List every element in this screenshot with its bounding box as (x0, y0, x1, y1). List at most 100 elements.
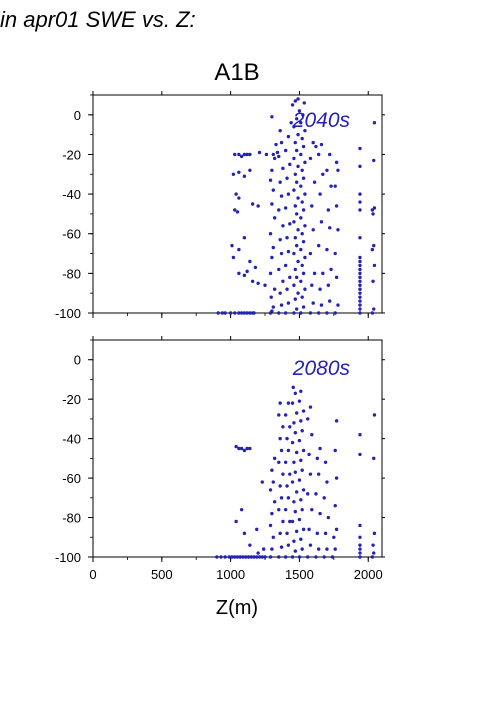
scenario-title: A1B (214, 59, 259, 86)
data-point (293, 172, 297, 176)
data-point (292, 539, 296, 543)
data-point (237, 196, 241, 200)
data-point (358, 547, 362, 551)
data-point (270, 511, 274, 516)
data-point (271, 480, 275, 484)
data-point (296, 259, 300, 264)
data-point (233, 208, 237, 212)
data-point (292, 125, 296, 129)
data-point (371, 279, 375, 283)
data-point (285, 176, 289, 180)
data-point (223, 311, 227, 315)
data-point (300, 168, 304, 173)
header-text: in apr01 SWE vs. Z: (0, 7, 196, 32)
data-point (231, 172, 236, 176)
data-point (293, 470, 297, 474)
data-point (293, 549, 297, 553)
data-point (279, 303, 284, 307)
data-point (299, 216, 303, 220)
data-point (277, 413, 281, 417)
data-point (257, 555, 262, 559)
data-point (279, 448, 284, 453)
data-point (288, 222, 292, 226)
data-point (326, 208, 331, 212)
data-point (358, 535, 362, 539)
data-point (286, 192, 291, 196)
data-point (303, 160, 307, 165)
data-point (234, 444, 238, 449)
data-point (358, 551, 362, 555)
data-point (332, 535, 336, 539)
data-point (372, 158, 376, 163)
data-point (372, 263, 377, 268)
data-point (358, 255, 362, 260)
data-point (271, 188, 275, 192)
data-point (321, 172, 325, 176)
data-point (248, 543, 252, 547)
data-point (293, 431, 297, 435)
data-point (290, 103, 295, 107)
data-point (268, 555, 273, 559)
data-point (358, 192, 362, 196)
data-point (256, 204, 260, 208)
data-point (372, 243, 376, 248)
data-point (308, 543, 313, 547)
data-point (261, 547, 266, 551)
data-point (333, 448, 337, 453)
data-point (290, 440, 295, 445)
x-tick-label: 0 (89, 567, 96, 582)
data-point (257, 150, 262, 155)
data-point (248, 152, 252, 157)
data-point (286, 496, 291, 500)
data-point (279, 545, 284, 549)
data-point (289, 121, 293, 125)
data-point (283, 311, 288, 315)
data-point (299, 311, 303, 315)
data-point (316, 243, 321, 248)
data-point (294, 529, 299, 534)
data-point (301, 176, 306, 180)
data-point (372, 456, 376, 461)
data-point (278, 401, 282, 405)
data-point (286, 301, 291, 305)
data-point (319, 303, 324, 307)
data-point (358, 279, 362, 283)
data-point (293, 140, 297, 145)
data-point (244, 555, 248, 559)
data-point (319, 220, 324, 224)
data-point (303, 128, 307, 133)
data-point (358, 523, 362, 528)
data-point (299, 152, 303, 157)
data-point (312, 271, 317, 276)
data-point (322, 555, 326, 559)
data-point (281, 425, 285, 429)
data-point (239, 311, 244, 315)
data-point (283, 263, 288, 268)
data-point (271, 305, 275, 309)
data-point (312, 180, 317, 184)
data-point (316, 311, 321, 315)
data-point (371, 543, 375, 547)
data-point (305, 555, 310, 559)
data-point (283, 460, 288, 465)
data-point (246, 555, 251, 559)
data-point (269, 295, 273, 299)
data-point (326, 283, 331, 287)
data-point (248, 311, 252, 315)
data-point (279, 251, 284, 256)
data-point (325, 168, 329, 173)
data-point (283, 206, 288, 210)
data-point (311, 140, 315, 145)
data-point (242, 152, 247, 157)
data-point (277, 507, 281, 512)
data-point (294, 117, 299, 121)
data-point (292, 500, 296, 504)
data-point (308, 311, 313, 315)
data-point (277, 311, 281, 315)
data-point (281, 224, 285, 228)
data-point (242, 311, 247, 315)
data-point (334, 204, 339, 208)
data-point (308, 405, 313, 409)
data-point (268, 178, 273, 182)
